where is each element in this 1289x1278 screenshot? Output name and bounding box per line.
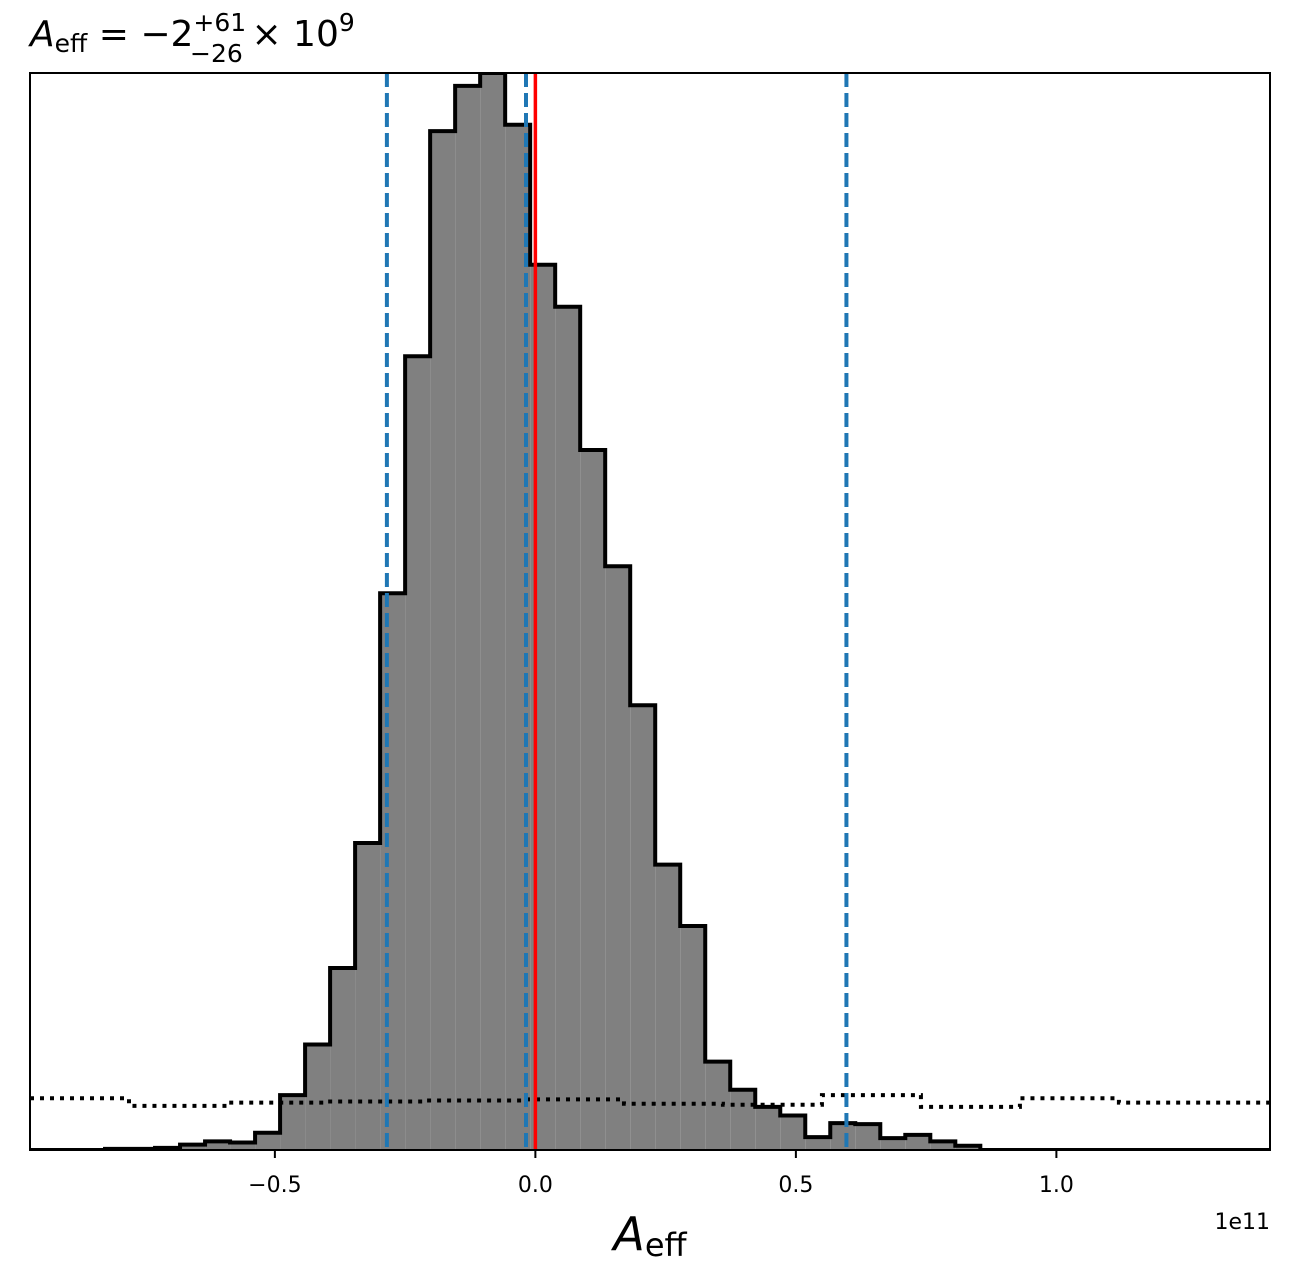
histogram-bar <box>455 85 481 1150</box>
histogram-bar <box>355 843 381 1150</box>
histogram-bar <box>930 1141 956 1150</box>
title-lower-error: −26 <box>190 39 243 68</box>
histogram-outline <box>30 73 1270 1150</box>
plot-area <box>30 73 1270 1150</box>
histogram-bar <box>480 73 506 1150</box>
title-value: −2 <box>140 14 193 55</box>
histogram-bar <box>255 1132 281 1150</box>
histogram-bar <box>630 705 656 1150</box>
histogram-bar <box>680 925 706 1150</box>
histogram-bar <box>405 356 431 1150</box>
x-axis-label-symbol: A <box>610 1207 644 1261</box>
x-axis-offset-text: 1e11 <box>1214 1210 1270 1235</box>
chart-title: Aeff = −2+61 −26 × 109 <box>28 8 355 68</box>
histogram-bar <box>555 306 581 1150</box>
x-tick-label: 0.0 <box>518 1173 553 1198</box>
histogram-bar <box>230 1142 256 1150</box>
x-tick-label: 1.0 <box>1039 1173 1074 1198</box>
x-tick-label: −0.5 <box>248 1173 301 1198</box>
histogram-bar <box>830 1123 856 1150</box>
histogram-bar <box>730 1089 756 1150</box>
histogram-bar <box>180 1144 206 1150</box>
histogram-bar <box>855 1124 881 1150</box>
histogram-bar <box>330 967 356 1150</box>
title-upper-error: +61 <box>193 8 246 37</box>
x-axis-ticks: −0.5 0.0 0.5 1.0 <box>248 1150 1074 1198</box>
histogram-bar <box>755 1106 781 1150</box>
histogram-bar <box>705 1061 731 1150</box>
histogram-bar <box>380 593 406 1150</box>
histogram-bar <box>880 1138 906 1150</box>
title-symbol: A <box>28 14 55 55</box>
title-equals: = <box>87 14 140 55</box>
histogram-bar <box>205 1141 231 1150</box>
axes-frame <box>29 72 1271 1151</box>
histogram-bar <box>655 864 681 1150</box>
title-symbol-subscript: eff <box>55 29 88 58</box>
histogram-bar <box>905 1134 931 1150</box>
x-axis-label-subscript: eff <box>645 1226 688 1264</box>
histogram-bar <box>605 566 631 1150</box>
histogram-bar <box>430 131 456 1150</box>
histogram-bar <box>955 1145 981 1150</box>
histogram-bar <box>580 449 606 1150</box>
prior-dotted-line <box>30 1093 1270 1109</box>
histogram-bar <box>780 1115 806 1150</box>
histogram-bar <box>305 1044 331 1150</box>
x-axis-label: Aeff <box>610 1207 687 1264</box>
title-times: × 10 <box>240 14 339 55</box>
title-exponent: 9 <box>339 8 355 37</box>
x-tick-label: 0.5 <box>778 1173 813 1198</box>
histogram-bar <box>805 1137 831 1150</box>
